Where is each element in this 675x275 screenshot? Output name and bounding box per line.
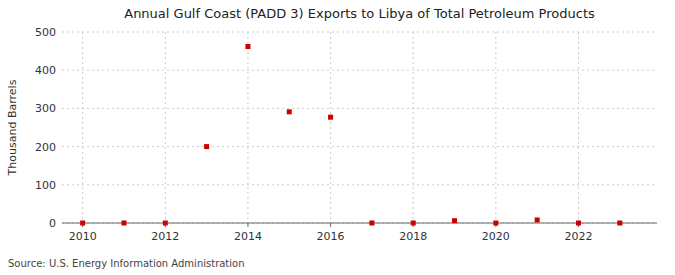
x-tick-label: 2016 — [317, 230, 345, 243]
x-tick — [330, 223, 331, 227]
y-tick-label: 200 — [35, 141, 56, 154]
point — [617, 221, 622, 226]
point — [245, 44, 250, 49]
y-axis-label: Thousand Barrels — [6, 79, 19, 176]
x-grid-line — [578, 32, 579, 223]
y-tick-label: 500 — [35, 26, 56, 39]
point — [369, 221, 374, 226]
x-grid-line — [413, 32, 414, 223]
y-tick-label: 300 — [35, 102, 56, 115]
y-grid-line — [62, 70, 657, 71]
y-grid-line — [62, 146, 657, 147]
chart-container: 2010 2012 2014 2016 2018 2020 2022 0 100 200 300 40… — [0, 0, 675, 275]
x-tick-label: 2010 — [69, 230, 97, 243]
y-grid-line — [62, 223, 657, 224]
y-grid-line — [62, 108, 657, 109]
x-tick-label: 2018 — [399, 230, 427, 243]
chart-title: Annual Gulf Coast (PADD 3) Exports to Li… — [124, 6, 595, 21]
point — [411, 221, 416, 226]
source-annotation: Source: U.S. Energy Information Administ… — [8, 258, 245, 269]
y-tick-label: 0 — [49, 217, 56, 230]
y-tick-label: 100 — [35, 179, 56, 192]
point — [287, 109, 292, 114]
point — [576, 221, 581, 226]
point — [535, 217, 540, 222]
points — [80, 44, 622, 225]
x-grid-line — [247, 32, 248, 223]
x-grid-line — [330, 32, 331, 223]
x-tick-label: 2022 — [564, 230, 592, 243]
x-axis-line — [62, 223, 657, 224]
x-grid-line — [82, 32, 83, 223]
point — [204, 144, 209, 149]
y-tick-label: 400 — [35, 64, 56, 77]
chart-svg: 2010 2012 2014 2016 2018 2020 2022 0 100 200 300 40… — [0, 0, 675, 275]
x-tick-label: 2020 — [482, 230, 510, 243]
point — [163, 221, 168, 226]
x-tick-label: 2014 — [234, 230, 262, 243]
point — [452, 218, 457, 223]
x-tick — [247, 223, 248, 227]
x-grid-line — [495, 32, 496, 223]
point — [80, 221, 85, 226]
x-grid-line — [165, 32, 166, 223]
x-tick-label: 2012 — [151, 230, 179, 243]
y-grid-line — [62, 184, 657, 185]
point — [493, 221, 498, 226]
grid — [62, 32, 657, 223]
point — [121, 221, 126, 226]
point — [328, 115, 333, 120]
y-grid-line — [62, 32, 657, 33]
